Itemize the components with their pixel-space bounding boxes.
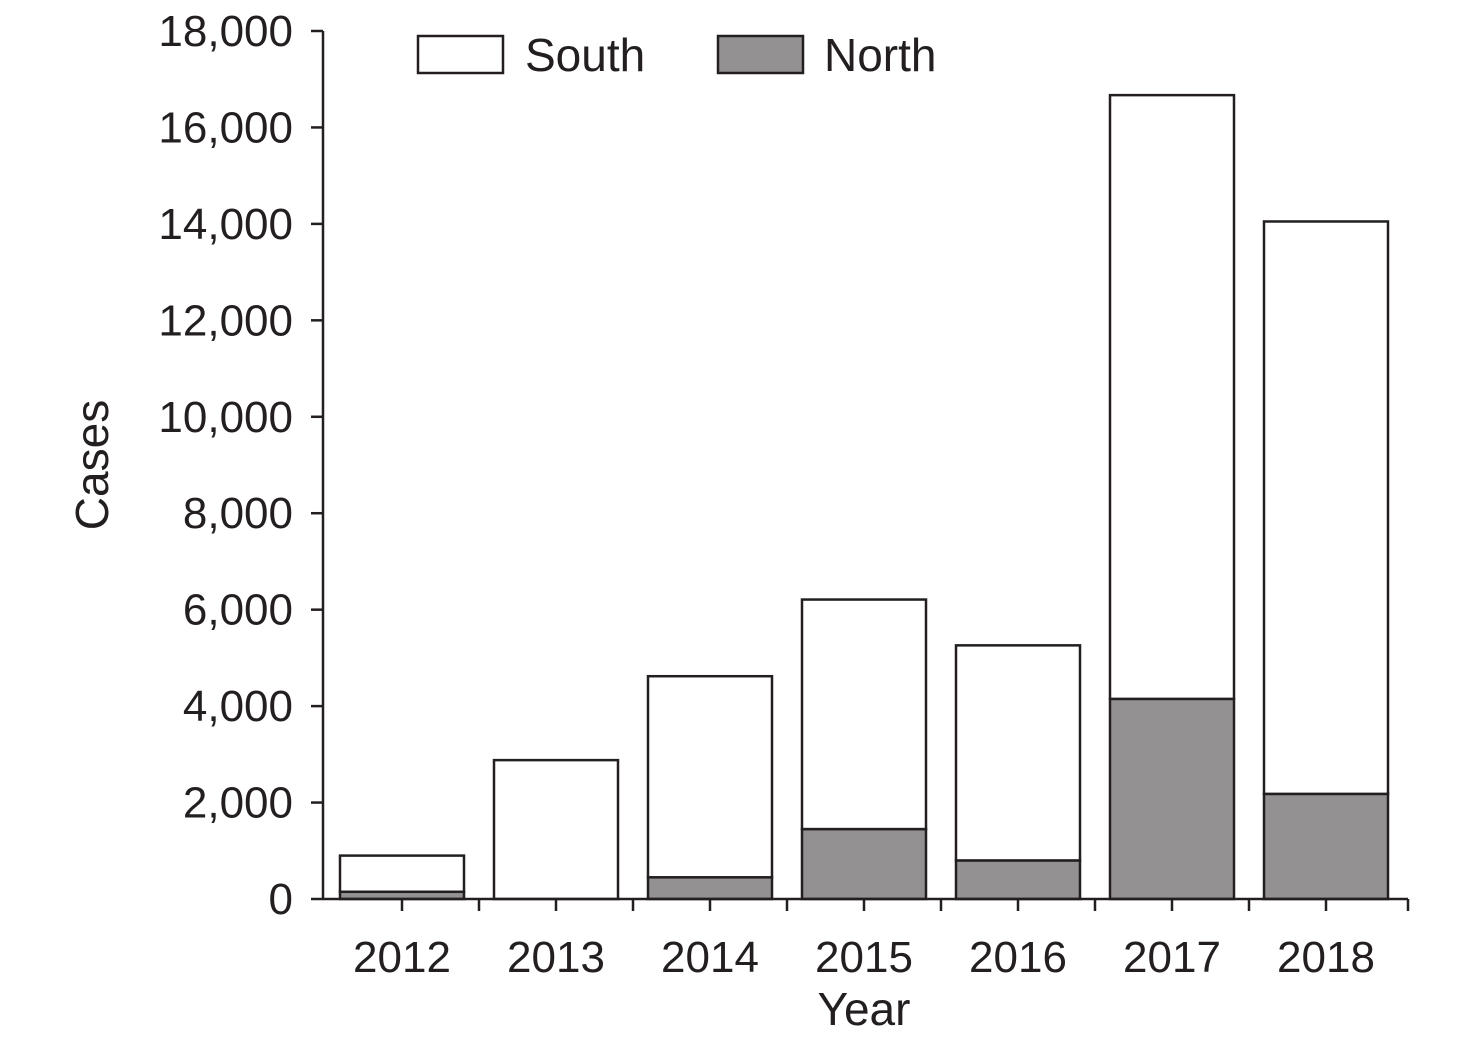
y-tick-label: 8,000 (183, 489, 293, 538)
y-tick-label: 0 (269, 875, 293, 924)
x-tick-label: 2014 (661, 933, 759, 982)
x-axis-title: Year (818, 983, 911, 1035)
y-tick-label: 4,000 (183, 682, 293, 731)
y-tick-label: 2,000 (183, 779, 293, 828)
bar-north-2016 (954, 859, 1082, 901)
y-tick-label: 10,000 (158, 393, 293, 442)
bar-north-2014 (646, 876, 774, 901)
x-ticks-group: 2012 2013 2014 2015 2016 2017 2018 (353, 899, 1410, 982)
x-tick-label: 2017 (1123, 933, 1221, 982)
legend-label-south: South (525, 29, 645, 81)
y-tick-label: 14,000 (158, 200, 293, 249)
bar-north-2018 (1262, 792, 1390, 901)
legend: South North (416, 29, 936, 81)
x-tick-label: 2015 (815, 933, 913, 982)
x-tick-label: 2012 (353, 933, 451, 982)
bar-south-2015 (800, 598, 928, 831)
y-tick-label: 12,000 (158, 296, 293, 345)
y-tick-label: 18,000 (158, 7, 293, 56)
axes-group (321, 31, 1408, 901)
bar-south-2013 (492, 758, 620, 901)
x-tick-label: 2016 (969, 933, 1067, 982)
bar-north-2015 (800, 827, 928, 901)
bar-south-2014 (646, 674, 774, 879)
y-axis-title: Cases (66, 400, 118, 530)
y-tick-label: 6,000 (183, 586, 293, 635)
bar-south-2017 (1108, 93, 1236, 701)
legend-label-north: North (824, 29, 936, 81)
y-ticks-group: 0 2,000 4,000 6,000 8,000 10,000 12,000 14,000 1… (158, 7, 323, 924)
x-tick-label: 2013 (507, 933, 605, 982)
bar-south-2016 (954, 644, 1082, 862)
bar-south-2018 (1262, 220, 1390, 796)
x-tick-label: 2018 (1277, 933, 1375, 982)
legend-swatch-north (716, 34, 805, 75)
legend-swatch-south (416, 34, 505, 75)
bar-south-2012 (338, 854, 466, 894)
bar-north-2017 (1108, 697, 1236, 901)
bars-group (338, 93, 1390, 901)
y-tick-label: 16,000 (158, 103, 293, 152)
